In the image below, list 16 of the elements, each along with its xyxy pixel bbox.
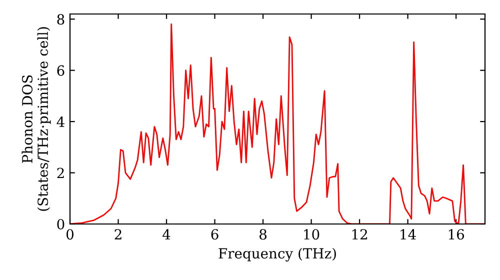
y-tick-label: 4	[56, 116, 64, 127]
y-tick-label: 0	[57, 218, 64, 230]
x-tick-label: 4	[162, 229, 170, 240]
x-tick-label: 12	[352, 229, 368, 240]
y-tick-label: 6	[57, 65, 64, 76]
y-tick-label: 2	[57, 168, 64, 178]
x-tick-label: 6	[211, 229, 218, 240]
x-axis-title: Frequency (THz)	[218, 248, 336, 262]
x-tick-label: 2	[114, 229, 122, 240]
x-tick-label: 0	[66, 229, 74, 240]
x-tick-label: 14	[400, 229, 416, 240]
x-tick-label: 16	[448, 229, 464, 240]
y-tick-label: 8	[57, 14, 64, 25]
x-tick-label: 8	[260, 229, 267, 240]
y-axis-title: Phonon DOS (States/THz·primitive cell)	[22, 27, 51, 211]
x-tick-label: 10	[304, 229, 320, 240]
